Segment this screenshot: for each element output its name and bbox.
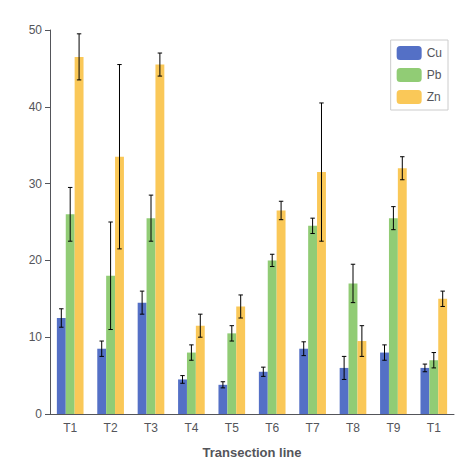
svg-text:Cu: Cu (427, 46, 442, 60)
svg-text:0: 0 (35, 407, 42, 421)
svg-text:T2: T2 (104, 421, 118, 435)
svg-text:T7: T7 (306, 421, 320, 435)
svg-text:T6: T6 (265, 421, 279, 435)
svg-text:T4: T4 (184, 421, 198, 435)
svg-text:50: 50 (29, 23, 43, 37)
svg-text:Zn: Zn (427, 90, 441, 104)
svg-text:T5: T5 (225, 421, 239, 435)
svg-text:Transection line: Transection line (203, 445, 302, 460)
svg-text:30: 30 (29, 177, 43, 191)
svg-text:T8: T8 (346, 421, 360, 435)
svg-text:20: 20 (29, 253, 43, 267)
svg-text:T1: T1 (63, 421, 77, 435)
svg-text:T9: T9 (386, 421, 400, 435)
svg-text:Pb: Pb (427, 68, 442, 82)
svg-text:T1: T1 (427, 421, 441, 435)
svg-text:T3: T3 (144, 421, 158, 435)
svg-text:10: 10 (29, 330, 43, 344)
svg-text:40: 40 (29, 100, 43, 114)
